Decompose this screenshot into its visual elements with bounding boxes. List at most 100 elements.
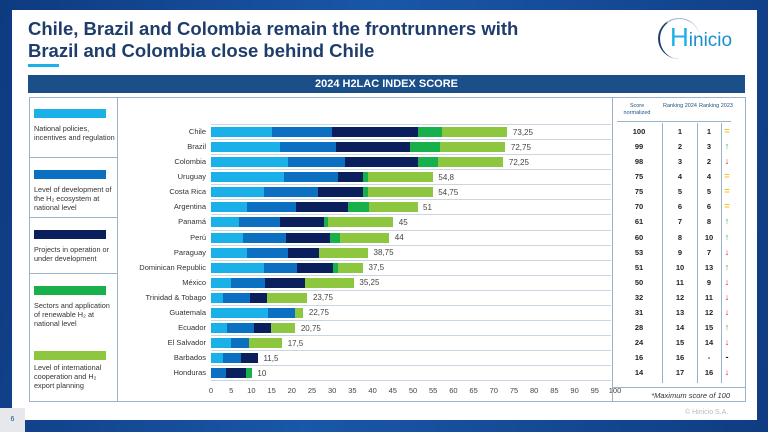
score-cell: 53: [634, 247, 644, 257]
value-label: 17,5: [287, 338, 304, 348]
bar-segment: [338, 172, 363, 183]
footnote: *Maximum score of 100: [612, 387, 746, 402]
bar-segment: [279, 217, 325, 228]
score-cell: 99: [634, 142, 644, 152]
bar-segment: [263, 187, 319, 198]
bar-segment: [367, 172, 433, 183]
ranking-2024-cell: 4: [677, 172, 683, 182]
row-separator: [211, 184, 611, 186]
category-label: Paraguay: [173, 247, 206, 257]
title-line-2: Brazil and Colombia close behind Chile: [28, 40, 375, 61]
legend-item: Sectors and application of renewable H₂ …: [29, 274, 117, 341]
legend-label: Projects in operation or under developme…: [34, 245, 110, 263]
bar-segment: [267, 307, 296, 318]
bar-segment: [211, 277, 232, 288]
ranking-2023-cell: 14: [704, 338, 714, 348]
bar-segment: [211, 368, 227, 379]
bar-segment: [266, 292, 308, 303]
bar-segment: [279, 142, 337, 153]
header-ranking-2023: Ranking 2023: [699, 103, 733, 109]
equal-icon: =: [724, 186, 730, 197]
bar-segment: [440, 142, 506, 153]
x-tick-label: 75: [509, 386, 519, 395]
bar-segment: [243, 232, 287, 243]
x-tick-label: 30: [328, 386, 337, 395]
bar-segment: [348, 202, 370, 213]
bar-segment: [318, 187, 363, 198]
legend-label: Level of international cooperation and H…: [34, 363, 102, 390]
bar-segment: [324, 217, 329, 228]
row-separator: [211, 365, 611, 367]
bar-segment: [239, 217, 281, 228]
ranking-2024-cell: 14: [675, 323, 685, 333]
category-label: Uruguay: [177, 172, 206, 182]
row-separator: [211, 289, 611, 291]
value-label: 51: [423, 202, 432, 212]
bar-segment: [211, 217, 240, 228]
score-cell: 28: [634, 323, 644, 333]
legend-item: Level of development of the H₂ ecosystem…: [29, 158, 117, 218]
bar-segment: [287, 157, 346, 168]
ranking-2023-cell: -: [707, 353, 711, 363]
arrow-down-icon: ↓: [724, 276, 730, 287]
category-label: Trinidad & Tobago: [145, 292, 206, 302]
value-label: 37,5: [368, 263, 385, 273]
arrow-down-icon: ↓: [724, 367, 730, 378]
arrow-down-icon: ↓: [724, 337, 730, 348]
legend-swatch: [34, 170, 106, 179]
ranking-2024-cell: 2: [677, 142, 683, 152]
value-label: 38,75: [373, 248, 394, 258]
bar-segment: [241, 353, 258, 364]
category-label: Guatemala: [169, 307, 206, 317]
category-label: Colombia: [174, 157, 206, 167]
row-separator: [211, 274, 611, 276]
equal-icon: =: [724, 171, 730, 182]
value-label: 10: [257, 368, 267, 378]
row-separator: [211, 259, 611, 261]
ranking-2023-cell: 12: [704, 307, 714, 317]
x-tick-label: 45: [388, 386, 397, 395]
category-label: Dominican Republic: [139, 262, 206, 272]
score-cell: 60: [634, 232, 644, 242]
bar-segment: [211, 338, 232, 349]
slide-title: Chile, Brazil and Colombia remain the fr…: [28, 18, 628, 62]
x-tick-label: 85: [550, 386, 559, 395]
ranking-2023-cell: 4: [706, 172, 712, 182]
legend-item: Projects in operation or under developme…: [29, 218, 117, 274]
bar-segment: [438, 157, 504, 168]
bar-segment: [368, 202, 418, 213]
bar-segment: [211, 157, 289, 168]
bar-segment: [211, 247, 248, 258]
bar-segment: [328, 217, 394, 228]
arrow-up-icon: ↑: [724, 216, 730, 227]
bar-segment: [418, 157, 439, 168]
category-label: Costa Rica: [169, 187, 206, 197]
bar-segment: [211, 172, 285, 183]
arrow-up-icon: ↑: [724, 261, 730, 272]
bar-segment: [287, 247, 320, 258]
bar-segment: [330, 232, 341, 243]
legend-label: National policies, incentives and regula…: [34, 124, 115, 142]
ranking-2024-cell: 17: [675, 368, 685, 378]
row-separator: [211, 154, 611, 156]
bar-segment: [263, 262, 298, 273]
ranking-2023-cell: 2: [706, 157, 712, 167]
score-cell: 51: [634, 262, 644, 272]
ranking-2024-cell: 6: [677, 202, 683, 212]
bar-segment: [362, 172, 369, 183]
arrow-up-icon: ↑: [724, 231, 730, 242]
value-label: 23,75: [312, 293, 333, 303]
ranking-2023-cell: 11: [705, 292, 713, 302]
score-cell: 100: [632, 127, 646, 136]
category-label: México: [182, 277, 206, 287]
score-cell: 70: [634, 202, 644, 212]
ranking-2023-cell: 6: [706, 202, 712, 212]
score-cell: 24: [634, 338, 644, 348]
score-cell: 32: [634, 292, 644, 302]
x-tick-label: 60: [449, 386, 458, 395]
bar-segment: [367, 187, 433, 198]
ranking-2024-cell: 11: [676, 277, 684, 287]
equal-icon: =: [724, 201, 730, 212]
score-cell: 16: [634, 353, 644, 363]
value-label: 44: [394, 233, 404, 243]
